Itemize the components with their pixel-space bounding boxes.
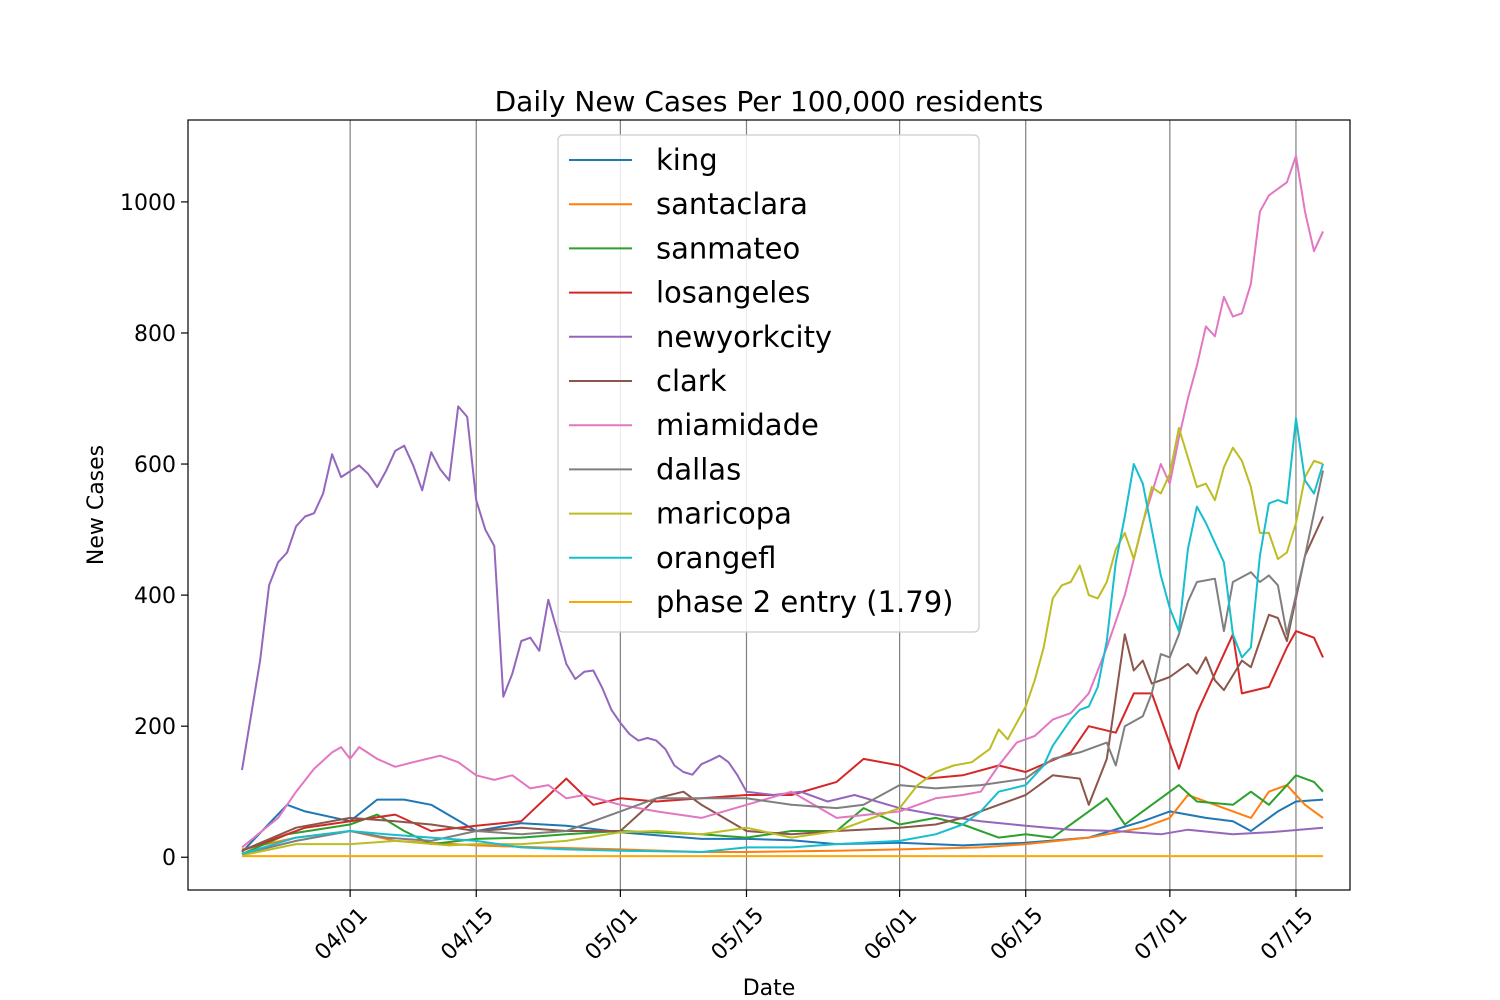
series-line-dallas xyxy=(241,470,1324,855)
chart-title: Daily New Cases Per 100,000 residents xyxy=(495,85,1044,118)
series-line-newyorkcity xyxy=(241,405,1324,836)
series-line-losangeles xyxy=(241,630,1324,852)
series-line-maricopa xyxy=(241,427,1324,857)
series-line-sanmateo xyxy=(241,774,1324,855)
legend-label: miamidade xyxy=(656,408,819,442)
legend-label: clark xyxy=(656,364,727,398)
series-line-clark xyxy=(241,516,1324,852)
legend-label: sanmateo xyxy=(656,231,800,265)
legend-label: maricopa xyxy=(656,497,792,531)
y-axis: 0 200 400 600 800 1000 xyxy=(120,191,188,871)
y-tick-label: 800 xyxy=(134,322,176,347)
legend-label: king xyxy=(656,143,718,177)
series-line-santaclara xyxy=(241,784,1324,853)
legend-label: dallas xyxy=(656,452,741,486)
series-line-miamidade xyxy=(241,155,1324,849)
y-tick-label: 400 xyxy=(134,584,176,609)
legend: king santaclara sanmateo losangeles newyorkc… xyxy=(557,134,980,633)
x-axis-title: Date xyxy=(743,976,796,1000)
legend-label: orangefl xyxy=(656,541,776,575)
plot-frame xyxy=(187,119,1351,891)
series-line-king xyxy=(241,798,1324,853)
series-line-orangefl xyxy=(241,417,1324,855)
y-axis-title: New Cases xyxy=(84,445,109,565)
legend-label: santaclara xyxy=(656,187,808,221)
series-lines xyxy=(241,155,1324,858)
y-tick-label: 600 xyxy=(134,453,176,478)
legend-label: phase 2 entry (1.79) xyxy=(656,585,954,619)
legend-box xyxy=(557,134,980,633)
y-tick-label: 200 xyxy=(134,715,176,740)
y-tick-label: 1000 xyxy=(120,191,176,216)
y-tick-label: 0 xyxy=(162,846,176,871)
legend-label: losangeles xyxy=(656,276,810,310)
legend-label: newyorkcity xyxy=(656,320,832,354)
